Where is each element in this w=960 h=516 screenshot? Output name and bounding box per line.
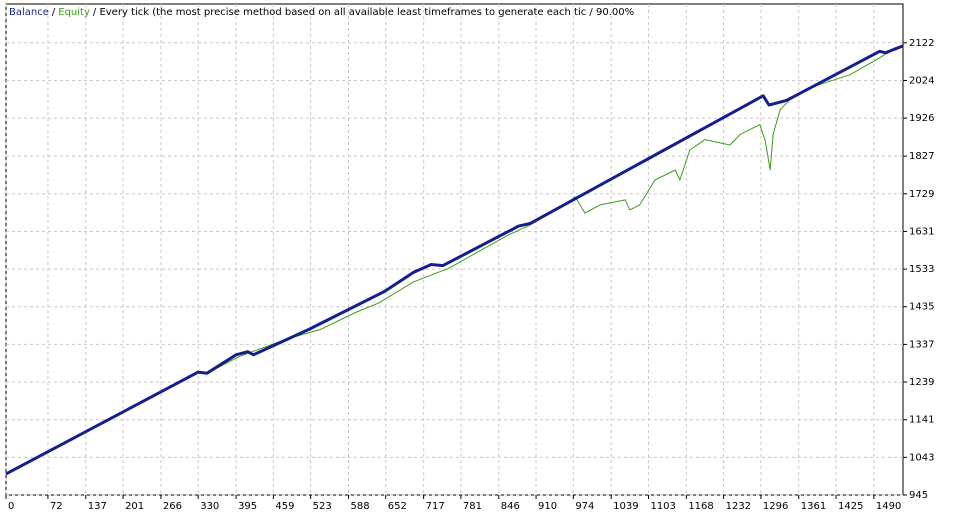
y-tick-label: 1239	[909, 377, 934, 388]
x-tick-label: 1232	[726, 501, 751, 512]
x-tick-label: 1103	[650, 501, 675, 512]
y-tick-label: 1533	[909, 264, 934, 275]
x-tick-label: 781	[463, 501, 482, 512]
x-tick-label: 588	[350, 501, 369, 512]
y-tick-label: 2122	[909, 38, 934, 49]
y-tick-label: 2024	[909, 75, 934, 86]
x-tick-label: 330	[200, 501, 219, 512]
x-tick-label: 846	[501, 501, 520, 512]
y-tick-label: 1926	[909, 113, 934, 124]
x-tick-label: 1168	[688, 501, 713, 512]
legend-entry: Balance	[9, 7, 49, 18]
x-tick-label: 910	[538, 501, 557, 512]
x-tick-label: 395	[238, 501, 257, 512]
x-tick-label: 72	[50, 501, 63, 512]
legend-separator: /	[52, 7, 56, 18]
y-tick-label: 1043	[909, 452, 934, 463]
series-line	[5, 45, 904, 475]
y-tick-label: 945	[909, 490, 928, 501]
legend-entry: Equity	[58, 7, 90, 18]
x-tick-label: 652	[388, 501, 407, 512]
x-tick-label: 459	[275, 501, 294, 512]
y-tick-label: 1631	[909, 226, 934, 237]
y-tick-label: 1827	[909, 151, 934, 162]
x-tick-label: 1361	[801, 501, 826, 512]
series-line	[5, 44, 904, 476]
x-tick-label: 266	[163, 501, 182, 512]
x-tick-label: 0	[8, 501, 14, 512]
x-tick-label: 1039	[613, 501, 638, 512]
chart-header: Balance / Equity / Every tick (the most pre…	[9, 7, 634, 18]
y-tick-label: 1729	[909, 189, 934, 200]
chart-subtitle: / Every tick (the most precise method ba…	[93, 7, 634, 18]
plot-area	[5, 3, 904, 496]
y-tick-label: 1337	[909, 339, 934, 350]
x-tick-label: 1490	[876, 501, 901, 512]
x-tick-label: 1296	[763, 501, 788, 512]
y-tick-label: 1141	[909, 415, 934, 426]
x-tick-label: 1425	[838, 501, 863, 512]
x-tick-label: 974	[575, 501, 594, 512]
x-tick-label: 717	[426, 501, 445, 512]
x-tick-label: 201	[125, 501, 144, 512]
x-tick-label: 523	[313, 501, 332, 512]
x-tick-label: 137	[88, 501, 107, 512]
y-tick-label: 1435	[909, 302, 934, 313]
